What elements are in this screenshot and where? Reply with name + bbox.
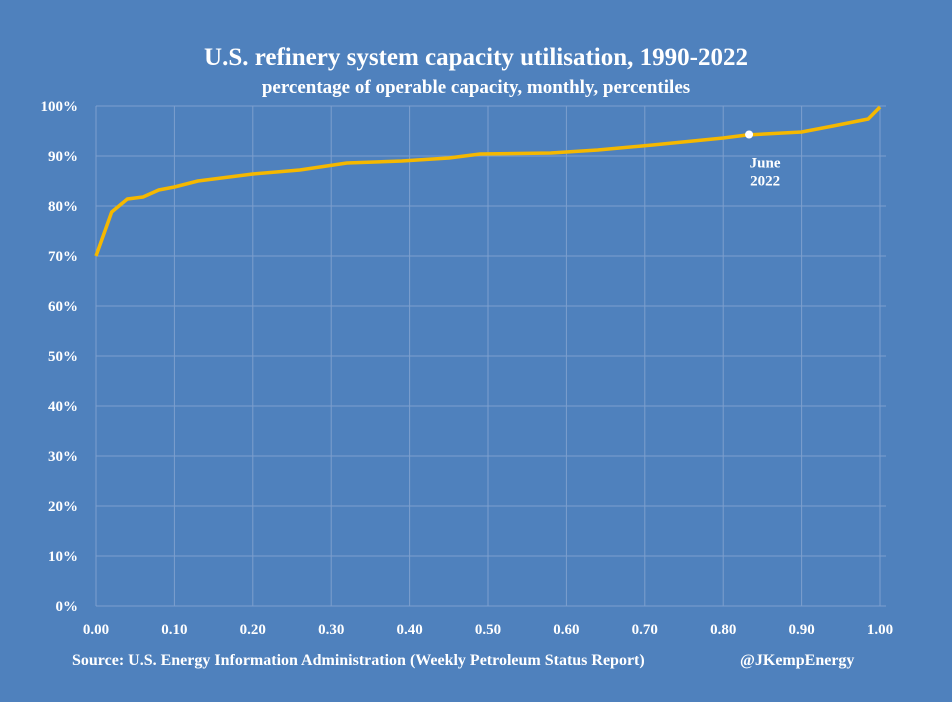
- x-tick-label: 0.70: [632, 622, 658, 638]
- author-handle: @JKempEnergy: [740, 652, 855, 669]
- x-tick-label: 0.50: [475, 622, 501, 638]
- x-tick-label: 0.80: [710, 622, 736, 638]
- x-tick-label: 0.90: [788, 622, 814, 638]
- annotation-2022: 2022: [750, 174, 780, 190]
- x-tick-label: 0.20: [240, 622, 266, 638]
- chart-subtitle: percentage of operable capacity, monthly…: [261, 77, 691, 98]
- y-tick-labels: 0% 10% 20% 30% 40% 50% 60% 70% 80% 90% 100%: [41, 99, 79, 615]
- x-tick-label: 1.00: [867, 622, 893, 638]
- x-tick-label: 0.00: [83, 622, 109, 638]
- source-note: Source: U.S. Energy Information Administ…: [72, 652, 645, 669]
- y-tick-label: 30%: [48, 449, 78, 465]
- y-tick-label: 70%: [48, 249, 78, 265]
- y-tick-label: 50%: [48, 349, 78, 365]
- x-tick-label: 0.30: [318, 622, 344, 638]
- y-tick-label: 40%: [48, 399, 78, 415]
- y-tick-label: 100%: [41, 99, 79, 115]
- x-tick-label: 0.40: [396, 622, 422, 638]
- series-line: [94, 105, 882, 257]
- annotation-june: June: [750, 156, 781, 172]
- x-tick-label: 0.60: [553, 622, 579, 638]
- y-tick-label: 0%: [56, 599, 79, 615]
- x-tick-labels: 0.00 0.10 0.20 0.30 0.40 0.50 0.60 0.70 0.80 0.90…: [83, 622, 893, 638]
- y-tick-label: 10%: [48, 549, 78, 565]
- y-tick-label: 20%: [48, 499, 78, 515]
- gridlines: [95, 105, 886, 607]
- y-tick-label: 90%: [48, 149, 78, 165]
- chart-title: U.S. refinery system capacity utilisatio…: [204, 44, 748, 71]
- june-2022-marker: [745, 130, 754, 139]
- y-tick-label: 60%: [48, 299, 78, 315]
- y-tick-label: 80%: [48, 199, 78, 215]
- x-tick-label: 0.10: [161, 622, 187, 638]
